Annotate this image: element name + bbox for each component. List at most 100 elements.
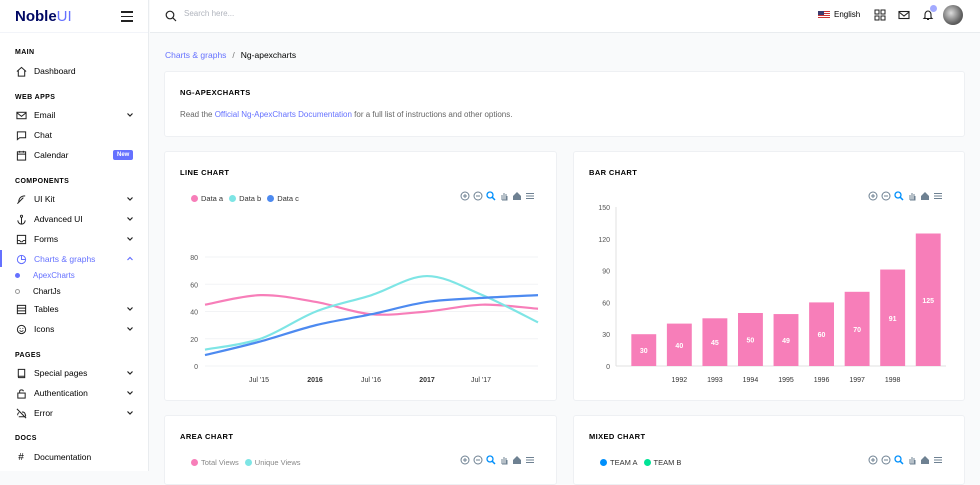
- home-icon: [15, 65, 27, 77]
- zoom-select-icon[interactable]: [486, 191, 496, 201]
- intro-text-before: Read the: [180, 110, 215, 119]
- bar-value-label: 49: [782, 338, 790, 345]
- avatar[interactable]: [943, 5, 963, 25]
- series-line-data-c: [204, 294, 539, 357]
- card-title: LINE CHART: [180, 168, 230, 177]
- sidebar-toggle-icon[interactable]: [121, 11, 133, 22]
- zoom-out-icon[interactable]: [881, 455, 891, 465]
- sidebar-item-special-pages[interactable]: Special pages: [15, 365, 135, 381]
- zoom-select-icon[interactable]: [894, 191, 904, 201]
- sidebar-item-dashboard[interactable]: Dashboard: [15, 63, 135, 79]
- bar-value-label: 125: [922, 298, 934, 305]
- bar: [738, 313, 763, 366]
- menu-icon[interactable]: [933, 191, 943, 201]
- bar-value-label: 91: [889, 316, 897, 323]
- pan-icon[interactable]: [907, 455, 917, 465]
- legend-marker: [229, 195, 237, 202]
- intro-text-after: for a full list of instructions and othe…: [351, 110, 513, 119]
- x-tick-label: 1994: [743, 377, 759, 384]
- sidebar-item-charts-graphs[interactable]: Charts & graphs: [15, 251, 135, 267]
- line-chart: 0 20 40 60 80 Jul '15 2016 Jul '16 2017 Jul '17: [190, 255, 539, 384]
- x-tick-label: Jul '16: [361, 377, 381, 384]
- mail-icon[interactable]: [898, 9, 910, 21]
- pan-icon[interactable]: [499, 191, 509, 201]
- topbar: English: [150, 0, 980, 33]
- zoom-select-icon[interactable]: [486, 455, 496, 465]
- sidebar-item-calendar[interactable]: Calendar: [15, 147, 135, 163]
- chart-toolbar: [868, 191, 943, 201]
- zoom-out-icon[interactable]: [473, 191, 483, 201]
- sidebar-item-icons[interactable]: Icons: [15, 321, 135, 337]
- y-tick-label: 90: [602, 269, 610, 276]
- reset-home-icon[interactable]: [920, 455, 930, 465]
- bar: [844, 291, 870, 366]
- reset-home-icon[interactable]: [512, 191, 522, 201]
- card-title: AREA CHART: [180, 432, 234, 441]
- legend-item[interactable]: Unique Views: [244, 458, 301, 467]
- pan-icon[interactable]: [499, 455, 509, 465]
- sidebar-item-chat[interactable]: Chat: [15, 127, 135, 143]
- menu-icon[interactable]: [933, 455, 943, 465]
- zoom-out-icon[interactable]: [881, 191, 891, 201]
- legend-item[interactable]: Data b: [229, 194, 261, 203]
- legend-marker: [244, 459, 252, 466]
- legend-label: Unique Views: [254, 458, 301, 467]
- sidebar-item-advanced-ui[interactable]: Advanced UI: [15, 211, 135, 227]
- search-icon[interactable]: [165, 10, 177, 22]
- unlock-icon: [15, 387, 27, 399]
- zoom-select-icon[interactable]: [894, 455, 904, 465]
- bar-value-label: 50: [747, 338, 755, 345]
- legend-item[interactable]: TEAM A: [600, 458, 638, 467]
- reset-home-icon[interactable]: [512, 455, 522, 465]
- bar: [631, 334, 657, 366]
- breadcrumb-current: Ng-apexcharts: [240, 50, 297, 60]
- documentation-link[interactable]: Official Ng-ApexCharts Documentation: [214, 110, 352, 119]
- zoom-in-icon[interactable]: [868, 455, 878, 465]
- pan-icon[interactable]: [907, 191, 917, 201]
- chevron-down-icon: [127, 307, 133, 311]
- legend-item[interactable]: Total Views: [191, 458, 239, 467]
- chart-legend: TEAM A TEAM B: [600, 458, 681, 467]
- intro-text: Read the Official Ng-ApexCharts Document…: [180, 110, 512, 119]
- zoom-in-icon[interactable]: [868, 191, 878, 201]
- legend-marker: [600, 459, 607, 466]
- legend-marker: [267, 195, 275, 202]
- bar: [702, 318, 728, 366]
- sidebar-item-uikit[interactable]: UI Kit: [15, 191, 135, 207]
- sidebar-subitem-apexcharts[interactable]: ApexCharts: [15, 271, 75, 280]
- sidebar-item-error[interactable]: Error: [15, 405, 135, 421]
- menu-icon[interactable]: [525, 455, 535, 465]
- hash-icon: #: [18, 451, 24, 463]
- search-input[interactable]: [184, 9, 384, 18]
- zoom-out-icon[interactable]: [473, 455, 483, 465]
- sidebar-subitem-chartjs[interactable]: ChartJs: [15, 287, 61, 296]
- bar-value-label: 60: [818, 332, 826, 339]
- legend-item[interactable]: Data c: [267, 194, 299, 203]
- language-dropdown[interactable]: English: [818, 10, 860, 19]
- zoom-in-icon[interactable]: [460, 191, 470, 201]
- sidebar-item-email[interactable]: Email: [15, 107, 135, 123]
- sidebar-item-forms[interactable]: Forms: [15, 231, 135, 247]
- legend-label: Data b: [239, 194, 262, 203]
- legend-item[interactable]: TEAM B: [643, 458, 681, 467]
- menu-icon[interactable]: [525, 191, 535, 201]
- reset-home-icon[interactable]: [920, 191, 930, 201]
- breadcrumb-link[interactable]: Charts & graphs: [165, 50, 227, 60]
- notification-dot: [930, 5, 937, 12]
- sidebar-item-label: Icons: [34, 324, 55, 334]
- bell-icon[interactable]: [922, 9, 934, 21]
- apps-grid-icon[interactable]: [874, 9, 886, 21]
- chart-toolbar: [460, 455, 535, 465]
- chart-toolbar: [868, 455, 943, 465]
- y-tick-label: 0: [194, 364, 198, 371]
- brand-logo[interactable]: Noble UI: [0, 0, 148, 33]
- legend-item[interactable]: Data a: [191, 194, 223, 203]
- sidebar-item-documentation[interactable]: # Documentation: [15, 449, 135, 465]
- chevron-up-icon: [127, 256, 133, 261]
- sidebar-item-authentication[interactable]: Authentication: [15, 385, 135, 401]
- x-tick-label: 1992: [672, 377, 688, 384]
- sidebar-item-label: Forms: [34, 234, 59, 244]
- zoom-in-icon[interactable]: [460, 455, 470, 465]
- chevron-down-icon: [127, 371, 133, 375]
- sidebar-item-tables[interactable]: Tables: [15, 301, 135, 317]
